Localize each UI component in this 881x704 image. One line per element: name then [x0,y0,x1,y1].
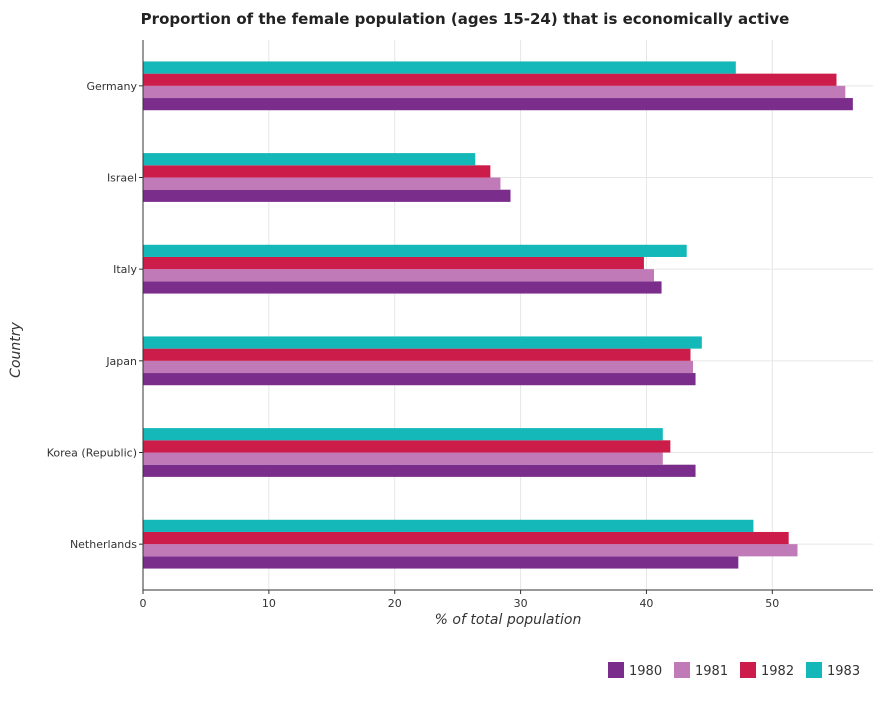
bar-1981-netherlands [143,544,798,557]
bar-1983-israel [143,153,476,166]
chart-title: Proportion of the female population (age… [141,10,790,28]
legend-label-1980: 1980 [629,664,662,679]
bar-1982-israel [143,165,491,178]
y-tick-label: Israel [107,172,137,185]
bar-1981-japan [143,360,694,374]
bar-1983-germany [143,61,736,74]
y-axis-title: Country [8,321,24,377]
bar-1980-netherlands [143,556,739,569]
x-axis-title: % of total population [435,612,582,628]
bar-1980-korea-republic [143,464,696,477]
bar-1981-germany [143,85,846,99]
bar-1983-italy [143,244,687,257]
x-tick-label: 40 [639,597,653,610]
y-tick-label: Netherlands [70,538,137,551]
bar-1983-japan [143,336,702,349]
bar-1982-korea-republic [143,440,671,453]
bar-1981-italy [143,269,654,282]
y-tick-label: Germany [86,80,137,93]
bar-1983-netherlands [143,519,754,532]
y-tick-label: Korea (Republic) [47,447,137,460]
x-tick-label: 10 [262,597,276,610]
bar-1982-germany [143,73,837,86]
bar-1983-korea-republic [143,428,663,441]
legend-label-1982: 1982 [761,664,794,679]
bar-1980-japan [143,373,696,386]
bar-1980-italy [143,281,662,294]
axes-layer: 0 10 20 30 40 50 Germany Israel Italy Japan Korea … [47,40,873,610]
bar-1981-israel [143,177,501,190]
bars-layer [143,61,853,569]
bar-1982-netherlands [143,531,789,545]
bar-1980-israel [143,189,511,202]
legend-swatch-1981 [674,662,690,678]
x-tick-label: 20 [388,597,402,610]
x-tick-label: 50 [765,597,779,610]
y-tick-label: Japan [105,355,137,368]
bar-1981-korea-republic [143,452,663,465]
x-tick-label: 30 [514,597,528,610]
y-tick-label: Italy [113,263,137,276]
x-tick-label: 0 [140,597,147,610]
bar-1982-italy [143,256,644,270]
legend-swatch-1983 [806,662,822,678]
legend-label-1983: 1983 [827,664,860,679]
bar-1982-japan [143,348,691,361]
grid-layer [142,40,873,590]
legend-label-1981: 1981 [695,664,728,679]
bar-1980-germany [143,98,853,111]
legend-swatch-1982 [740,662,756,678]
legend-swatch-1980 [608,662,624,678]
legend: 1980 1981 1982 1983 [608,662,860,679]
